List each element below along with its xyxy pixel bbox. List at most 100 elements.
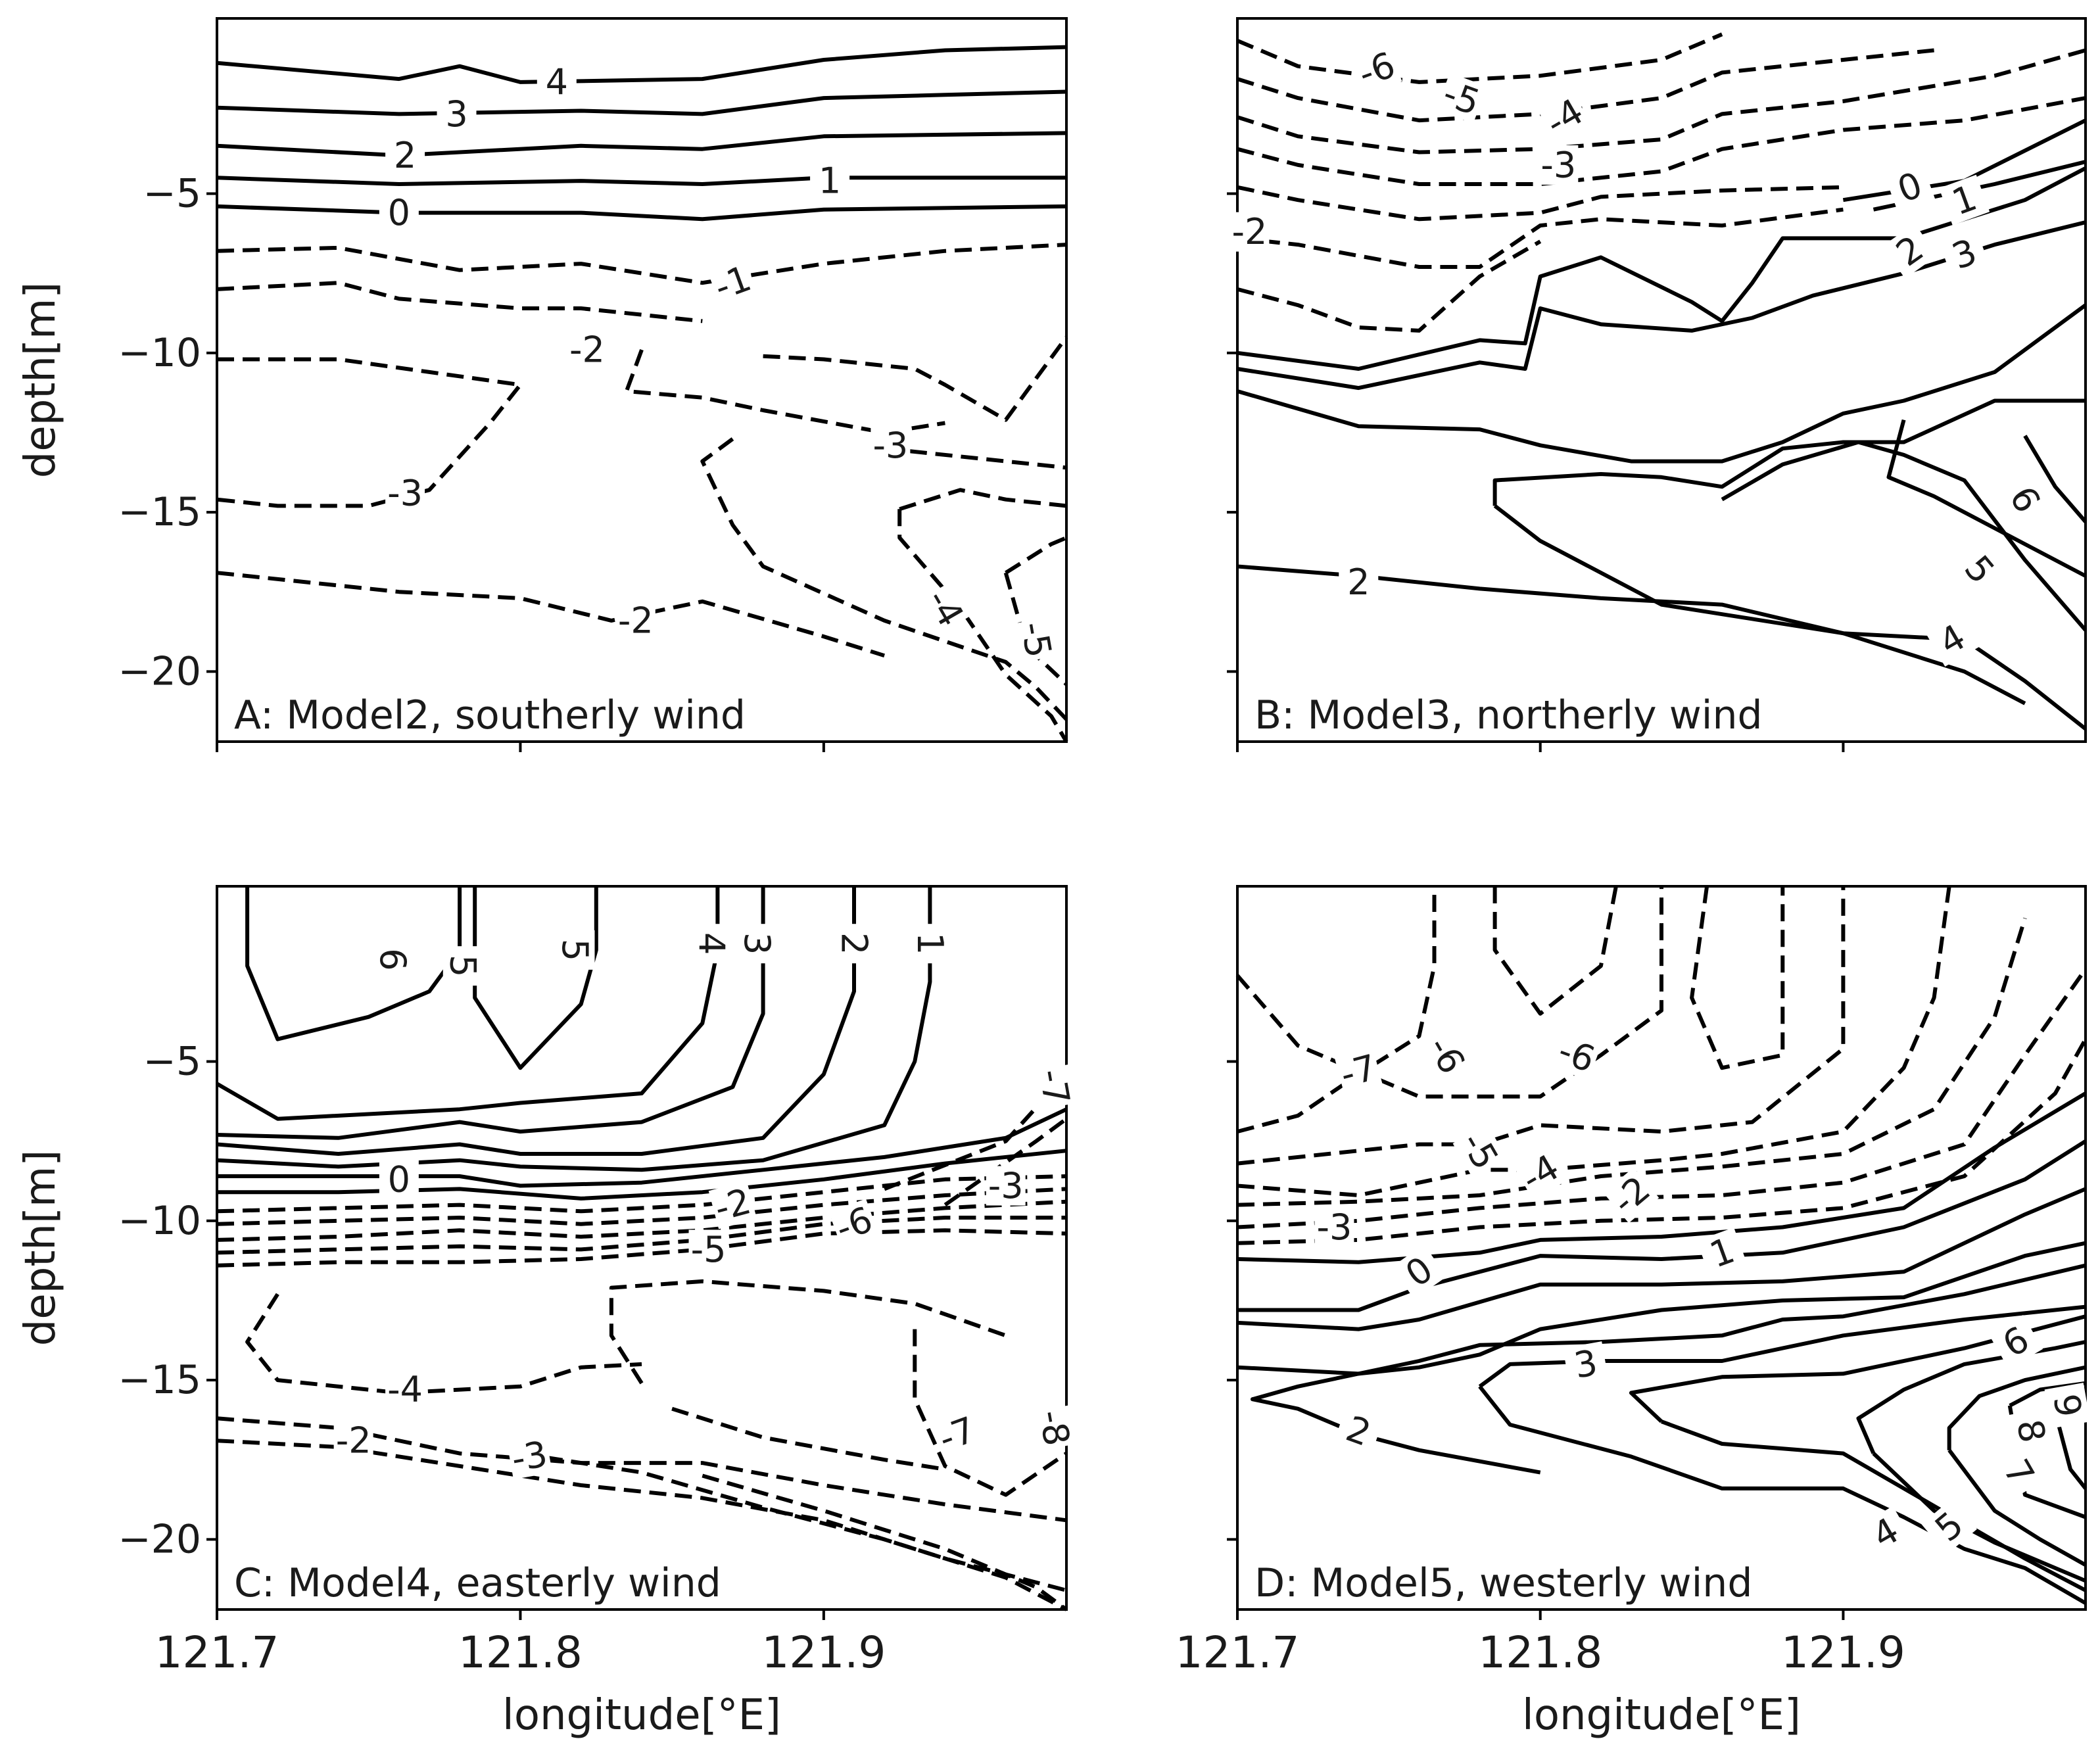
contour-line: [245, 1293, 642, 1395]
contour-label: 4: [691, 932, 732, 955]
y-axis-label: depth[m]: [16, 1150, 65, 1347]
contour-label-backdrop: [385, 1370, 425, 1410]
contour-label: -3: [1317, 1206, 1352, 1248]
y-tick-label: −15: [118, 489, 201, 535]
contour-label-backdrop: [1939, 174, 1990, 226]
contour-label-backdrop: [1939, 229, 1990, 280]
contour-label-backdrop: [1333, 1406, 1384, 1457]
contour-label: 0: [388, 1158, 410, 1200]
contour-line: [1493, 504, 2026, 705]
contour-label-backdrop: [1031, 1405, 1078, 1451]
contour-line: [1237, 917, 2027, 1207]
contour-label-backdrop: [810, 161, 850, 201]
contour-label-backdrop: [1436, 72, 1487, 124]
contour-line: [216, 176, 1066, 186]
contour-line: [1237, 1139, 2087, 1312]
contour-label-backdrop: [537, 62, 577, 102]
plot-frame: [216, 885, 1068, 1611]
x-tick-label: 121.7: [1176, 1627, 1300, 1678]
contour-line: [1236, 32, 1723, 84]
contour-line: [216, 1228, 1067, 1268]
contour-line: [216, 1199, 1067, 1242]
contour-line: [763, 335, 1068, 422]
contour-line: [624, 348, 945, 435]
contour-line: [1005, 536, 1068, 575]
contour-line: [217, 1149, 1067, 1201]
y-axis-label: depth[m]: [16, 282, 65, 479]
contour-label-backdrop: [385, 473, 425, 513]
contour-label: -2: [1232, 211, 1268, 252]
contour-label-backdrop: [2008, 1408, 2054, 1454]
contour-line: [1003, 572, 1068, 686]
contour-label-backdrop: [2044, 1383, 2091, 1429]
contour-label-backdrop: [918, 581, 972, 635]
contour-label-backdrop: [373, 940, 413, 980]
contour-label-backdrop: [1031, 1064, 1078, 1110]
contour-line: [897, 509, 1068, 743]
y-tick-label: −10: [118, 330, 201, 376]
contour-label-backdrop: [1513, 1146, 1567, 1201]
contour-label: 4: [546, 61, 568, 103]
y-tick-label: −20: [118, 1516, 201, 1562]
contour-line: [216, 204, 1067, 222]
contour-label: -2: [1604, 1168, 1658, 1223]
contour-line: [216, 45, 1067, 84]
contour-label: -2: [618, 600, 654, 641]
contour-line: [943, 1117, 1068, 1207]
plot-frame: [216, 17, 1068, 743]
contour-line: [700, 437, 1068, 721]
contour-label-backdrop: [986, 1166, 1026, 1206]
contour-labels: 4 32 1 0 -1 -2 -3 -3 -2 -4 -5: [379, 61, 1060, 663]
contour-label-backdrop: [910, 924, 950, 964]
contour-label-backdrop: [1997, 472, 2052, 527]
contour-line: [1237, 564, 2087, 730]
contour-label: -5: [691, 1229, 727, 1270]
contour-line: [519, 1451, 1068, 1611]
contour-line: [1237, 1241, 2086, 1376]
plot-frame: [1236, 17, 2087, 743]
contour-label: -2: [336, 1420, 371, 1462]
contour-line: [1237, 886, 1846, 1166]
contour-line: [1237, 207, 1844, 269]
contour-label: 2: [394, 135, 416, 176]
contour-label-backdrop: [1351, 44, 1402, 95]
contour-label: 2: [1347, 561, 1370, 603]
contour-label: -8: [1031, 1407, 1078, 1449]
contour-label-backdrop: [692, 924, 732, 964]
contour-label-backdrop: [1539, 145, 1579, 185]
contour-line: [1886, 419, 2087, 578]
contour-label-backdrop: [708, 1180, 757, 1229]
contour-label-backdrop: [1858, 1506, 1913, 1560]
contour-label: -3: [508, 1433, 550, 1480]
contour-label-backdrop: [1391, 1244, 1447, 1300]
contour-label-backdrop: [1925, 612, 1980, 667]
contour-label-backdrop: [688, 1229, 728, 1270]
contour-line: [702, 1473, 1068, 1611]
contour-label: -3: [988, 1165, 1024, 1206]
contour-label-backdrop: [1563, 1341, 1609, 1387]
contour-line: [216, 243, 1067, 285]
contour-label: -4: [1515, 1146, 1566, 1199]
contour-label-backdrop: [932, 1409, 983, 1460]
contour-label-backdrop: [615, 600, 656, 640]
contour-label: 3: [736, 932, 778, 955]
contour-line: [216, 886, 765, 1140]
contour-label-backdrop: [707, 257, 758, 308]
contour-line: [1235, 886, 1663, 1099]
contour-line: [216, 131, 1067, 158]
contour-line: [1237, 886, 1951, 1197]
contour-line: [1237, 968, 2088, 1229]
contour-line: [217, 1107, 1068, 1188]
contour-label-backdrop: [1419, 1028, 1473, 1082]
contour-line: [1478, 1304, 2086, 1389]
contour-label: -7: [1031, 1066, 1078, 1108]
contour-label: -4: [919, 582, 972, 633]
contour-line: [473, 886, 598, 1070]
y-tick-label: −20: [118, 648, 201, 694]
contour-label: 5: [442, 955, 483, 977]
contour-label: -6: [1353, 44, 1400, 95]
contour-label-backdrop: [437, 94, 477, 134]
